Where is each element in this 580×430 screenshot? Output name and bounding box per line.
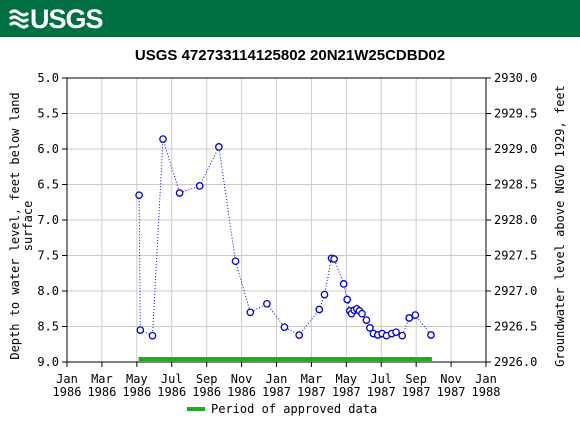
data-point [405, 314, 414, 322]
y-tick-label: 6.5 [37, 178, 59, 192]
data-point [330, 255, 338, 263]
data-point [411, 311, 420, 319]
y-tick-label: 8.5 [37, 320, 59, 334]
x-tick-label-year: 1986 [87, 385, 116, 399]
y2-tick-label: 2927.0 [494, 284, 537, 298]
data-point [427, 331, 435, 339]
x-tick-label-month: Nov [440, 372, 462, 386]
data-point [339, 280, 348, 288]
data-point [343, 295, 352, 304]
y2-tick-label: 2929.0 [494, 142, 537, 156]
x-tick-label-month: May [126, 372, 148, 386]
x-tick-label-month: Sep [196, 372, 218, 386]
usgs-header-bar: USGS [0, 0, 580, 37]
groundwater-chart: USGS 472733114125802 20N21W25CDBD02 5.05… [8, 47, 567, 416]
x-tick-label-month: Sep [405, 372, 427, 386]
x-axis: Jan1986Mar1986May1986Jul1986Sep1986Nov19… [53, 362, 501, 399]
y-tick-label: 5.5 [37, 107, 59, 121]
data-point [280, 323, 289, 332]
y-axis-label-line-2: surface [21, 201, 35, 252]
data-point [136, 326, 145, 334]
data-point [315, 305, 324, 314]
legend-swatch [187, 407, 205, 411]
x-tick-label-year: 1988 [472, 385, 501, 399]
x-tick-label-year: 1987 [297, 385, 326, 399]
x-tick-label-month: Mar [91, 372, 113, 386]
usgs-logo[interactable]: USGS [8, 3, 104, 34]
data-point [392, 328, 400, 337]
y-tick-label: 7.0 [37, 213, 59, 227]
y2-tick-label: 2926.0 [494, 355, 537, 369]
right-y-axis: 2930.0 2929.5 2929.0 2928.5 2928.0 2927.5 2927… [486, 71, 537, 369]
data-point [231, 257, 240, 266]
x-tick-label-year: 1987 [262, 385, 291, 399]
data-point [362, 316, 371, 324]
x-tick-label-month: Jul [370, 372, 392, 386]
data-point [215, 143, 223, 151]
x-tick-label-year: 1987 [402, 385, 431, 399]
x-tick-label-year: 1986 [227, 385, 256, 399]
y2-tick-label: 2930.0 [494, 71, 537, 85]
data-point [135, 191, 143, 200]
data-point [175, 189, 184, 197]
data-point [320, 290, 329, 299]
y-tick-label: 8.0 [37, 284, 59, 298]
y2-tick-label: 2928.0 [494, 213, 537, 227]
x-tick-label-year: 1986 [192, 385, 221, 399]
data-point [358, 309, 366, 318]
legend-label: Period of approved data [211, 402, 377, 416]
x-tick-label-year: 1987 [367, 385, 396, 399]
series-line [138, 138, 432, 337]
data-point [295, 331, 304, 339]
data-point [246, 308, 255, 317]
x-tick-label-year: 1987 [332, 385, 361, 399]
data-point [398, 331, 407, 340]
y-tick-label: 7.5 [37, 249, 59, 263]
x-tick-label-month: Jan [475, 372, 497, 386]
y-axis-label-line-1: Depth to water level, feet below land [8, 92, 22, 359]
x-tick-label-year: 1987 [437, 385, 466, 399]
y2-tick-label: 2927.5 [494, 249, 537, 263]
right-y-axis-label: Groundwater level above NGVD 1929, feet [553, 85, 567, 367]
data-point [195, 182, 204, 190]
chart-grid [67, 78, 486, 362]
data-point [263, 299, 271, 308]
y2-tick-label: 2928.5 [494, 178, 537, 192]
x-tick-label-month: Nov [231, 372, 253, 386]
x-tick-label-year: 1986 [53, 385, 82, 399]
y-tick-label: 6.0 [37, 142, 59, 156]
chart-title: USGS 472733114125802 20N21W25CDBD02 [135, 47, 445, 64]
y-tick-label: 9.0 [37, 355, 59, 369]
x-tick-label-year: 1986 [122, 385, 151, 399]
x-tick-label-month: Jan [56, 372, 78, 386]
left-y-axis: 5.0 5.5 6.0 6.5 7.0 7.5 8.0 8.5 9.0 [37, 71, 67, 369]
x-tick-label-month: May [335, 372, 357, 386]
usgs-wave-icon [8, 9, 30, 29]
x-tick-label-year: 1986 [157, 385, 186, 399]
x-tick-label-month: Mar [301, 372, 323, 386]
approved-period-bar [138, 357, 432, 361]
y-tick-label: 5.0 [37, 71, 59, 85]
y2-tick-label: 2929.5 [494, 107, 537, 121]
usgs-logo-text: USGS [30, 3, 104, 34]
data-point [159, 135, 167, 143]
data-points [135, 135, 435, 340]
data-point [366, 324, 374, 332]
x-tick-label-month: Jul [161, 372, 183, 386]
data-point [148, 331, 157, 340]
y2-tick-label: 2926.5 [494, 320, 537, 334]
x-tick-label-month: Jan [266, 372, 288, 386]
